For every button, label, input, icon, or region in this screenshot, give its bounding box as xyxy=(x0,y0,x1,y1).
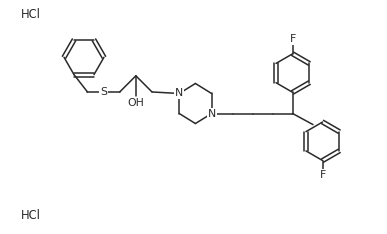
Text: F: F xyxy=(289,34,296,44)
Text: F: F xyxy=(320,170,326,180)
Text: N: N xyxy=(175,88,183,99)
Text: N: N xyxy=(207,109,216,119)
Text: OH: OH xyxy=(127,98,144,108)
Text: N: N xyxy=(175,88,183,99)
Text: N: N xyxy=(207,109,216,119)
Text: HCl: HCl xyxy=(21,209,41,222)
Text: S: S xyxy=(100,87,107,97)
Text: N: N xyxy=(207,109,216,119)
Text: HCl: HCl xyxy=(21,8,41,21)
